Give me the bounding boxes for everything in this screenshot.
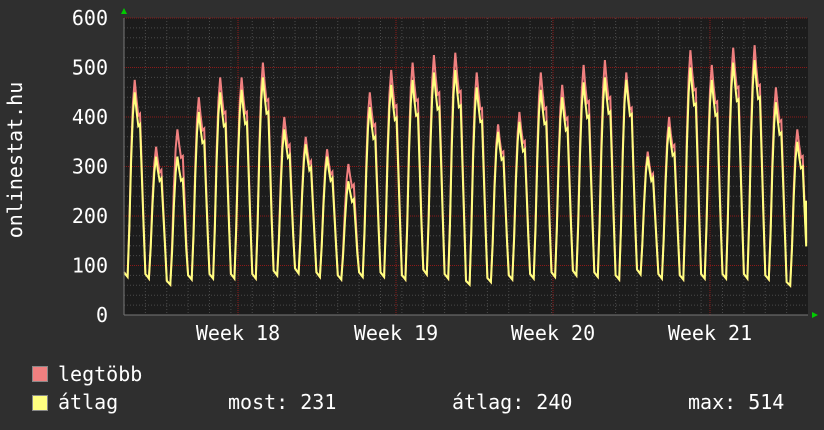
stat-atlag: átlag: 240 (452, 390, 573, 414)
legend-label-atlag: átlag (58, 390, 119, 414)
y-tick-label: 200 (72, 204, 108, 228)
y-tick-label: 400 (72, 105, 108, 129)
stat-most: most: 231 (228, 390, 337, 414)
x-tick-label: Week 19 (354, 321, 438, 345)
chart: 0 100 200 300 400 500 600 Week 18 Week 19 Week 20… (72, 6, 818, 345)
y-tick-label: 100 (72, 254, 108, 278)
y-axis-arrow (121, 8, 127, 14)
y-tick-label: 500 (72, 56, 108, 80)
x-tick-label: Week 18 (196, 321, 280, 345)
y-tick-label: 0 (96, 303, 108, 327)
legend-swatch-atlag (32, 395, 48, 411)
y-tick-label: 300 (72, 155, 108, 179)
legend-label-legtobb: legtöbb (58, 362, 143, 386)
legend-swatch-legtobb (32, 366, 48, 382)
x-tick-label: Week 20 (511, 321, 595, 345)
y-tick-label: 600 (72, 6, 108, 30)
x-tick-label: Week 21 (668, 321, 752, 345)
series-line-atlag (123, 60, 808, 288)
x-axis-arrow (812, 312, 818, 318)
y-axis-label: onlinestat.hu (3, 81, 27, 239)
stat-max: max: 514 (688, 390, 785, 414)
